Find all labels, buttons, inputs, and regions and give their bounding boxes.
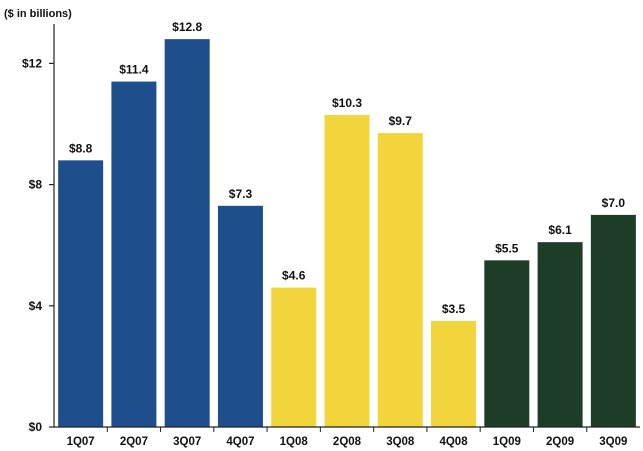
data-label-3Q09: $7.0 xyxy=(602,196,626,210)
bar-1Q09 xyxy=(484,260,530,427)
x-axis: 1Q07 2Q07 3Q07 4Q07 1Q08 2Q08 3Q08 4Q08 1Q09 2Q09… xyxy=(54,426,640,448)
x-tick-label-1Q09: 1Q09 xyxy=(493,436,521,448)
y-tick-label: $8 xyxy=(29,178,43,192)
x-tick-label-4Q08: 4Q08 xyxy=(439,436,468,448)
data-label-4Q07: $7.3 xyxy=(229,187,253,201)
x-tick-label-3Q08: 3Q08 xyxy=(386,436,415,448)
bar-1Q07 xyxy=(58,160,104,427)
x-tick-label-2Q07: 2Q07 xyxy=(120,436,148,448)
data-label-4Q08: $3.5 xyxy=(442,302,466,316)
x-tick-label-1Q08: 1Q08 xyxy=(280,436,309,448)
y-axis: $0 $4 $8 $12 xyxy=(22,24,55,434)
data-label-1Q09: $5.5 xyxy=(495,241,519,255)
data-label-1Q07: $8.8 xyxy=(69,141,93,155)
data-label-2Q07: $11.4 xyxy=(119,63,149,77)
bar-1Q08 xyxy=(271,287,317,427)
y-tick-label: $4 xyxy=(29,299,43,313)
unit-label: ($ in billions) xyxy=(4,8,72,20)
x-tick-label-2Q09: 2Q09 xyxy=(546,436,574,448)
bar-3Q09 xyxy=(590,214,636,427)
bar-2Q09 xyxy=(537,242,583,427)
x-tick-label-2Q08: 2Q08 xyxy=(333,436,362,448)
x-tick-label-3Q09: 3Q09 xyxy=(599,436,627,448)
bar-2Q07 xyxy=(111,81,157,428)
bars xyxy=(58,39,636,428)
bar-2Q08 xyxy=(324,114,370,427)
bar-4Q07 xyxy=(217,205,263,427)
data-label-3Q07: $12.8 xyxy=(172,20,202,34)
data-label-2Q08: $10.3 xyxy=(332,96,362,110)
bar-4Q08 xyxy=(431,320,477,427)
value-labels: $8.8 $11.4 $12.8 $7.3 $4.6 $10.3 $9.7 $3.5 $5.5 $… xyxy=(69,20,625,316)
data-label-2Q09: $6.1 xyxy=(548,223,572,237)
bar-3Q07 xyxy=(164,39,210,427)
data-label-3Q08: $9.7 xyxy=(389,114,413,128)
x-tick-label-3Q07: 3Q07 xyxy=(173,436,201,448)
bar-3Q08 xyxy=(377,133,423,427)
x-tick-label-4Q07: 4Q07 xyxy=(226,436,254,448)
data-label-1Q08: $4.6 xyxy=(282,269,306,283)
y-tick-label: $12 xyxy=(22,56,42,70)
y-tick-label: $0 xyxy=(29,420,43,434)
x-tick-label-1Q07: 1Q07 xyxy=(67,436,95,448)
